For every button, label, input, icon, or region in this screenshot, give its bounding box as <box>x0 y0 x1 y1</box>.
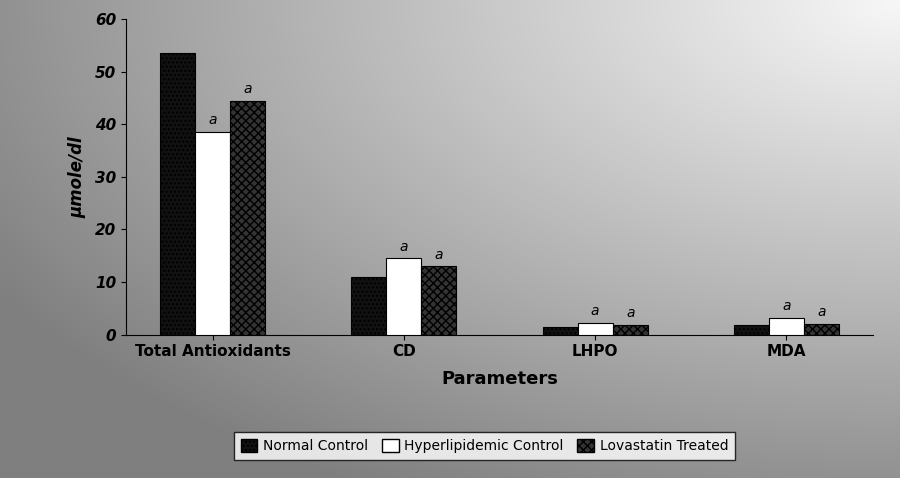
Bar <box>543 327 578 335</box>
Bar <box>613 325 648 335</box>
Text: a: a <box>626 306 634 320</box>
X-axis label: Parameters: Parameters <box>441 370 558 389</box>
Y-axis label: μmole/dl: μmole/dl <box>68 136 86 218</box>
Bar <box>351 277 386 335</box>
Text: a: a <box>400 239 408 254</box>
Bar <box>578 323 613 335</box>
Bar <box>230 101 266 335</box>
Text: a: a <box>782 299 791 313</box>
Legend: Normal Control, Hyperlipidemic Control, Lovastatin Treated: Normal Control, Hyperlipidemic Control, … <box>234 432 735 460</box>
Text: a: a <box>243 82 252 96</box>
Bar <box>386 258 421 335</box>
Text: a: a <box>208 113 217 128</box>
Bar <box>734 325 769 335</box>
Bar <box>804 324 839 335</box>
Bar <box>769 318 804 335</box>
Text: a: a <box>591 304 599 318</box>
Text: a: a <box>435 248 443 261</box>
Bar <box>195 132 230 335</box>
Bar <box>160 54 195 335</box>
Bar <box>421 266 456 335</box>
Text: a: a <box>817 305 826 319</box>
